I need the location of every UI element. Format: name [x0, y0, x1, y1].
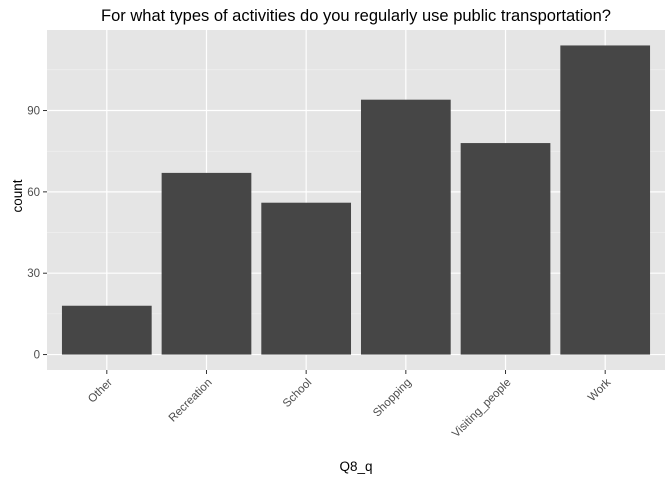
chart-title: For what types of activities do you regu… — [101, 7, 611, 25]
bars — [61, 45, 651, 355]
x-tick-label: Recreation — [167, 377, 215, 425]
bar-school — [261, 202, 352, 355]
x-tick-label: Visiting_people — [450, 377, 513, 440]
x-axis-title: Q8_q — [339, 459, 372, 474]
x-tick-label: Shopping — [371, 377, 414, 420]
bar-work — [560, 45, 651, 355]
y-tick-label: 0 — [34, 350, 40, 362]
x-tick-label: Work — [586, 376, 613, 403]
y-axis-title: count — [10, 179, 25, 212]
y-tick-label: 90 — [27, 106, 40, 118]
x-axis: Other Recreation School Shopping Visiting_pe… — [86, 370, 613, 440]
y-axis: 0 30 60 90 — [27, 106, 47, 362]
y-tick-label: 60 — [27, 187, 40, 199]
bar-shopping — [360, 99, 451, 355]
y-tick-label: 30 — [27, 268, 40, 280]
x-tick-label: School — [281, 377, 314, 410]
bar-other — [61, 305, 152, 355]
bar-recreation — [161, 172, 252, 355]
bar-visiting-people — [460, 143, 551, 355]
x-tick-label: Other — [86, 377, 115, 406]
